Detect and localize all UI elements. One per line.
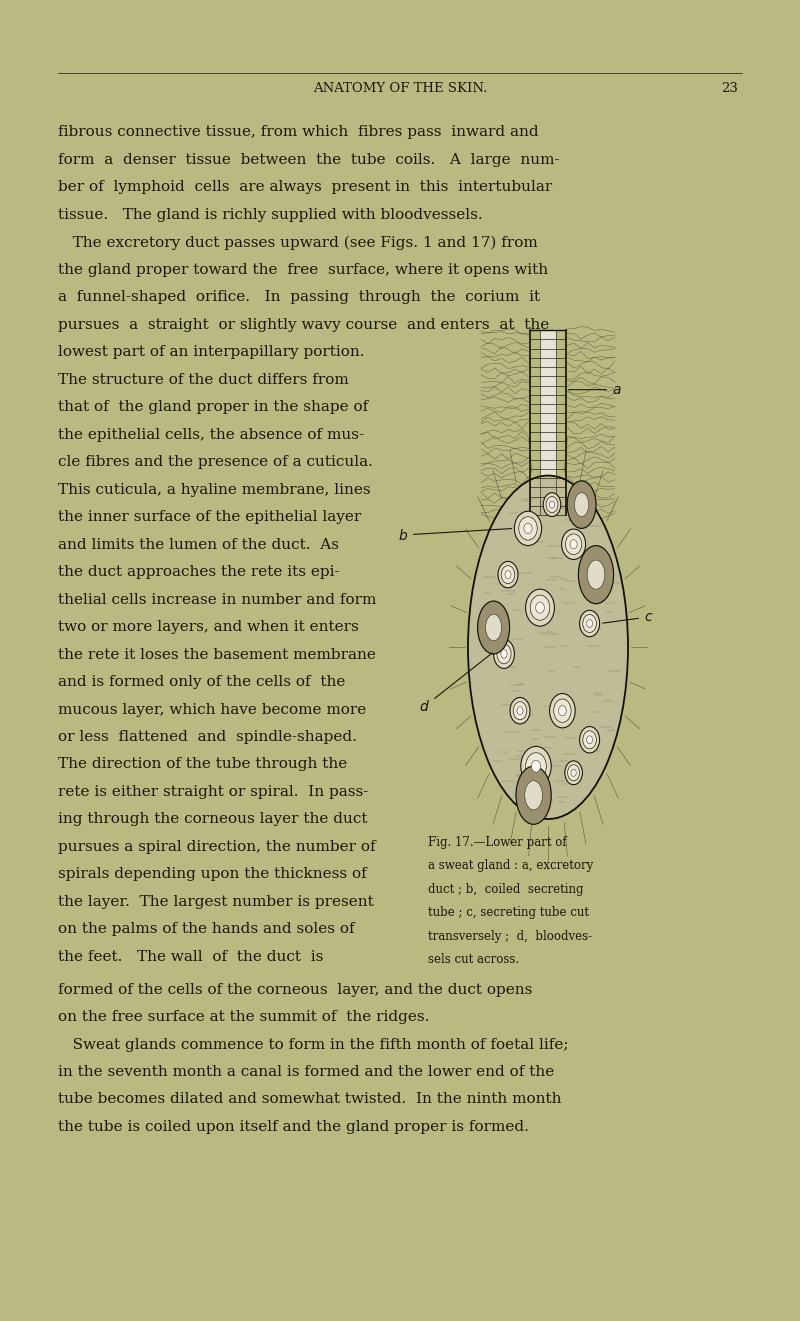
Text: Sweat glands commence to form in the fifth month of foetal life;: Sweat glands commence to form in the fif… [58, 1037, 568, 1052]
Ellipse shape [514, 511, 542, 546]
Ellipse shape [526, 589, 554, 626]
Ellipse shape [497, 645, 511, 663]
Text: the feet.   The wall  of  the duct  is: the feet. The wall of the duct is [58, 950, 323, 964]
Ellipse shape [568, 765, 579, 781]
Ellipse shape [505, 571, 511, 579]
Ellipse shape [543, 493, 561, 517]
FancyBboxPatch shape [540, 330, 556, 515]
Text: ber of  lymphoid  cells  are always  present in  this  intertubular: ber of lymphoid cells are always present… [58, 181, 552, 194]
Ellipse shape [468, 476, 628, 819]
Text: lowest part of an interpapillary portion.: lowest part of an interpapillary portion… [58, 345, 364, 359]
Text: thelial cells increase in number and form: thelial cells increase in number and for… [58, 593, 376, 606]
Ellipse shape [570, 540, 578, 548]
Ellipse shape [571, 769, 576, 777]
Text: spirals depending upon the thickness of: spirals depending upon the thickness of [58, 868, 366, 881]
Ellipse shape [514, 701, 526, 720]
Text: the duct approaches the rete its epi-: the duct approaches the rete its epi- [58, 565, 339, 579]
Ellipse shape [554, 699, 571, 723]
Text: pursues a spiral direction, the number of: pursues a spiral direction, the number o… [58, 840, 375, 853]
Text: The direction of the tube through the: The direction of the tube through the [58, 757, 347, 771]
Ellipse shape [521, 746, 551, 786]
Text: tube ; c, secreting tube cut: tube ; c, secreting tube cut [428, 906, 589, 919]
Text: a  funnel-shaped  orifice.   In  passing  through  the  corium  it: a funnel-shaped orifice. In passing thro… [58, 291, 540, 304]
Text: that of  the gland proper in the shape of: that of the gland proper in the shape of [58, 400, 368, 415]
Text: in the seventh month a canal is formed and the lower end of the: in the seventh month a canal is formed a… [58, 1065, 554, 1079]
Ellipse shape [583, 614, 597, 633]
Text: 23: 23 [722, 82, 738, 95]
Text: tube becomes dilated and somewhat twisted.  In the ninth month: tube becomes dilated and somewhat twiste… [58, 1092, 561, 1107]
Text: on the palms of the hands and soles of: on the palms of the hands and soles of [58, 922, 354, 937]
Ellipse shape [524, 523, 532, 534]
Text: $b$: $b$ [398, 527, 512, 543]
Ellipse shape [550, 501, 554, 509]
Circle shape [525, 781, 542, 810]
Circle shape [574, 493, 589, 517]
Circle shape [578, 546, 614, 604]
Text: the tube is coiled upon itself and the gland proper is formed.: the tube is coiled upon itself and the g… [58, 1120, 529, 1133]
Text: The excretory duct passes upward (see Figs. 1 and 17) from: The excretory duct passes upward (see Fi… [58, 235, 538, 250]
Ellipse shape [580, 727, 600, 753]
Ellipse shape [510, 697, 530, 724]
Text: ing through the corneous layer the duct: ing through the corneous layer the duct [58, 812, 367, 827]
Text: two or more layers, and when it enters: two or more layers, and when it enters [58, 620, 358, 634]
Ellipse shape [565, 761, 582, 785]
Text: transversely ;  d,  bloodves-: transversely ; d, bloodves- [428, 930, 592, 943]
Ellipse shape [494, 639, 514, 668]
Text: rete is either straight or spiral.  In pass-: rete is either straight or spiral. In pa… [58, 785, 368, 799]
Ellipse shape [530, 594, 550, 621]
Text: duct ; b,  coiled  secreting: duct ; b, coiled secreting [428, 882, 583, 896]
Ellipse shape [517, 707, 523, 715]
Ellipse shape [558, 705, 566, 716]
Text: Fig. 17.—Lower part of: Fig. 17.—Lower part of [428, 836, 566, 849]
Text: form  a  denser  tissue  between  the  tube  coils.   A  large  num-: form a denser tissue between the tube co… [58, 153, 559, 166]
Ellipse shape [498, 561, 518, 588]
Text: $a$: $a$ [568, 383, 622, 396]
Text: cle fibres and the presence of a cuticula.: cle fibres and the presence of a cuticul… [58, 456, 373, 469]
Text: the epithelial cells, the absence of mus-: the epithelial cells, the absence of mus… [58, 428, 364, 441]
Text: fibrous connective tissue, from which  fibres pass  inward and: fibrous connective tissue, from which fi… [58, 125, 538, 140]
Circle shape [486, 614, 502, 641]
Ellipse shape [583, 731, 597, 749]
Circle shape [516, 766, 551, 824]
Ellipse shape [501, 650, 507, 658]
Text: the layer.  The largest number is present: the layer. The largest number is present [58, 894, 374, 909]
Circle shape [567, 481, 596, 528]
Ellipse shape [536, 602, 544, 613]
Ellipse shape [580, 610, 600, 637]
Ellipse shape [566, 534, 582, 555]
Text: and limits the lumen of the duct.  As: and limits the lumen of the duct. As [58, 538, 338, 552]
Text: mucous layer, which have become more: mucous layer, which have become more [58, 703, 366, 716]
Ellipse shape [586, 620, 593, 627]
Ellipse shape [501, 565, 515, 584]
Ellipse shape [518, 517, 538, 540]
Text: or less  flattened  and  spindle-shaped.: or less flattened and spindle-shaped. [58, 731, 357, 744]
Ellipse shape [531, 761, 541, 771]
Ellipse shape [546, 497, 558, 513]
Text: the inner surface of the epithelial layer: the inner surface of the epithelial laye… [58, 510, 361, 524]
Text: The structure of the duct differs from: The structure of the duct differs from [58, 373, 348, 387]
Text: ANATOMY OF THE SKIN.: ANATOMY OF THE SKIN. [313, 82, 487, 95]
Ellipse shape [586, 736, 593, 744]
Circle shape [587, 560, 605, 589]
Text: $d$: $d$ [418, 653, 492, 715]
Ellipse shape [562, 530, 586, 560]
Text: the gland proper toward the  free  surface, where it opens with: the gland proper toward the free surface… [58, 263, 548, 277]
Text: on the free surface at the summit of  the ridges.: on the free surface at the summit of the… [58, 1011, 429, 1024]
Ellipse shape [526, 753, 546, 779]
Text: the rete it loses the basement membrane: the rete it loses the basement membrane [58, 647, 375, 662]
Text: $c$: $c$ [602, 610, 654, 624]
Text: tissue.   The gland is richly supplied with bloodvessels.: tissue. The gland is richly supplied wit… [58, 207, 482, 222]
Text: sels cut across.: sels cut across. [428, 954, 519, 967]
Text: a sweat gland : a, excretory: a sweat gland : a, excretory [428, 860, 594, 872]
Text: This cuticula, a hyaline membrane, lines: This cuticula, a hyaline membrane, lines [58, 482, 370, 497]
Text: formed of the cells of the corneous  layer, and the duct opens: formed of the cells of the corneous laye… [58, 983, 532, 996]
Text: pursues  a  straight  or slightly wavy course  and enters  at  the: pursues a straight or slightly wavy cour… [58, 318, 549, 332]
Circle shape [478, 601, 510, 654]
Ellipse shape [550, 694, 575, 728]
Text: and is formed only of the cells of  the: and is formed only of the cells of the [58, 675, 345, 690]
